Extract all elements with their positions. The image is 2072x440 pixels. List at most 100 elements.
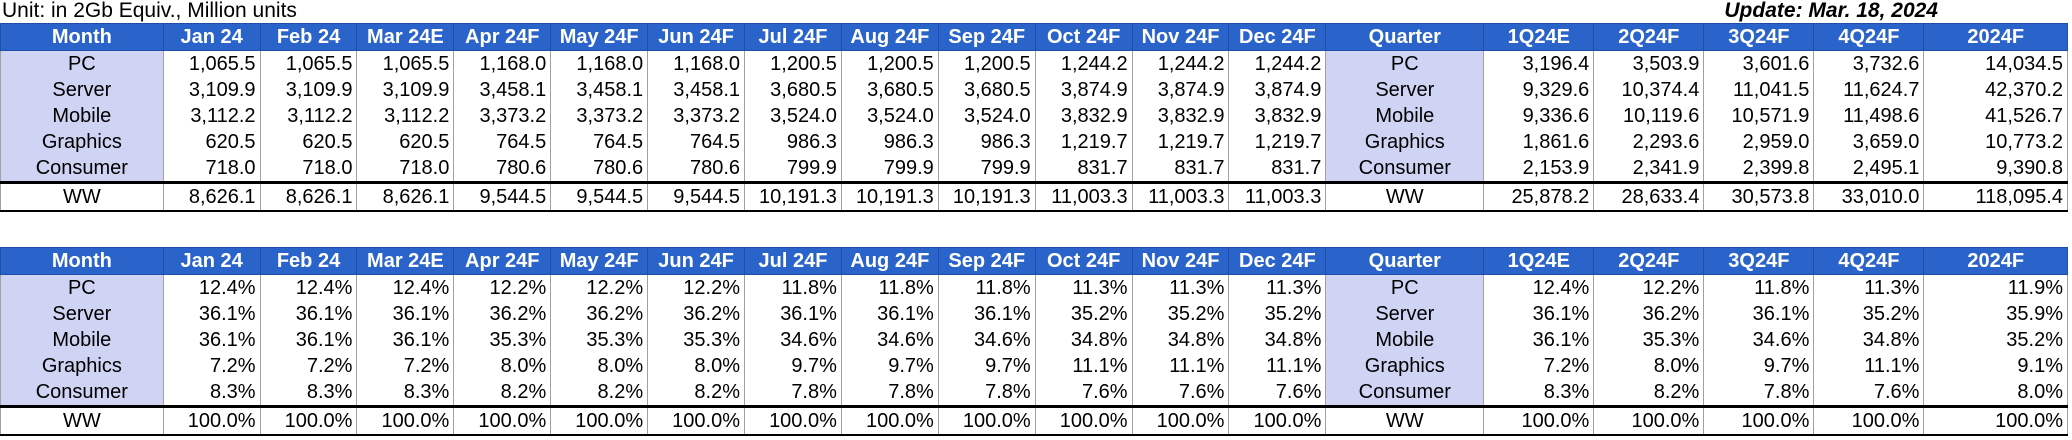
month-column-header: Aug 24F — [840, 247, 939, 275]
row-label: PC — [0, 50, 164, 77]
monthly-value-cell: 9.7% — [937, 353, 1036, 379]
monthly-value-cell: 11,003.3 — [1034, 181, 1133, 212]
row-label: Graphics — [0, 129, 164, 155]
monthly-value-cell: 9,544.5 — [453, 181, 552, 212]
monthly-value-cell: 8,626.1 — [356, 181, 455, 212]
quarterly-value-cell: 3,196.4 — [1483, 50, 1595, 77]
monthly-value-cell: 100.0% — [1034, 405, 1133, 436]
quarter-header: Quarter — [1325, 23, 1485, 51]
quarterly-value-cell: 36.1% — [1703, 301, 1815, 327]
month-column-header: Jun 24F — [647, 247, 746, 275]
row-label: WW — [0, 181, 164, 212]
table-row: Mobile 36.1% 36.1% 36.1% 35.3% 35.3% 35.3% 34.6… — [0, 327, 2068, 353]
monthly-value-cell: 1,168.0 — [550, 50, 649, 77]
monthly-value-cell: 1,219.7 — [1034, 129, 1133, 155]
monthly-value-cell: 36.1% — [356, 327, 455, 353]
monthly-value-cell: 36.1% — [259, 327, 358, 353]
monthly-value-cell: 11.1% — [1228, 353, 1327, 379]
monthly-value-cell: 11.8% — [937, 274, 1036, 301]
monthly-value-cell: 3,109.9 — [162, 77, 261, 103]
month-column-header: Jul 24F — [744, 23, 842, 51]
monthly-value-cell: 3,524.0 — [744, 103, 842, 129]
monthly-value-cell: 718.0 — [259, 155, 358, 183]
quarterly-value-cell: 41,526.7 — [1923, 103, 2068, 129]
monthly-value-cell: 100.0% — [453, 405, 552, 436]
table-row: Consumer 8.3% 8.3% 8.3% 8.2% 8.2% 8.2% 7.8% 7.8%… — [0, 379, 2068, 407]
table-row: Mobile 3,112.2 3,112.2 3,112.2 3,373.2 3,373.… — [0, 103, 2068, 129]
unit-note: Unit: in 2Gb Equiv., Million units — [2, 0, 297, 22]
quarter-header: Quarter — [1325, 247, 1485, 275]
monthly-value-cell: 7.6% — [1131, 379, 1230, 407]
monthly-value-cell: 1,244.2 — [1034, 50, 1133, 77]
monthly-value-cell: 100.0% — [744, 405, 842, 436]
monthly-value-cell: 3,373.2 — [550, 103, 649, 129]
quarterly-value-cell: 30,573.8 — [1703, 181, 1815, 212]
month-column-header: Dec 24F — [1228, 247, 1327, 275]
quarter-column-header: 2Q24F — [1593, 247, 1705, 275]
monthly-value-cell: 8.3% — [162, 379, 261, 407]
quarterly-value-cell: 9,336.6 — [1483, 103, 1595, 129]
quarterly-value-cell: 8.2% — [1593, 379, 1705, 407]
row-label: WW — [0, 405, 164, 436]
quarterly-value-cell: 11,498.6 — [1813, 103, 1925, 129]
quarterly-value-cell: 2,959.0 — [1703, 129, 1815, 155]
monthly-value-cell: 35.3% — [453, 327, 552, 353]
row-label: Mobile — [0, 103, 164, 129]
monthly-value-cell: 36.1% — [259, 301, 358, 327]
quarterly-value-cell: 7.6% — [1813, 379, 1925, 407]
monthly-value-cell: 11,003.3 — [1131, 181, 1230, 212]
monthly-value-cell: 34.8% — [1131, 327, 1230, 353]
monthly-value-cell: 620.5 — [356, 129, 455, 155]
monthly-value-cell: 9.7% — [744, 353, 842, 379]
month-column-header: Feb 24 — [259, 23, 358, 51]
month-column-header: Sep 24F — [937, 23, 1036, 51]
header-row: Month Jan 24 Feb 24 Mar 24E Apr 24F May 24F Ju… — [0, 247, 2068, 275]
row-label: Consumer — [0, 379, 164, 407]
monthly-value-cell: 36.1% — [162, 327, 261, 353]
quarterly-value-cell: 7.2% — [1483, 353, 1595, 379]
monthly-value-cell: 986.3 — [937, 129, 1036, 155]
month-column-header: Dec 24F — [1228, 23, 1327, 51]
table-row: Consumer 718.0 718.0 718.0 780.6 780.6 780.6 79… — [0, 155, 2068, 183]
quarterly-value-cell: 33,010.0 — [1813, 181, 1925, 212]
monthly-value-cell: 1,200.5 — [840, 50, 939, 77]
monthly-value-cell: 3,832.9 — [1228, 103, 1327, 129]
monthly-value-cell: 3,109.9 — [356, 77, 455, 103]
monthly-value-cell: 1,065.5 — [356, 50, 455, 77]
table-row: Server 36.1% 36.1% 36.1% 36.2% 36.2% 36.2% 36.1… — [0, 301, 2068, 327]
quarterly-value-cell: 3,503.9 — [1593, 50, 1705, 77]
month-column-header: Apr 24F — [453, 23, 552, 51]
quarterly-value-cell: 9,329.6 — [1483, 77, 1595, 103]
monthly-value-cell: 7.8% — [840, 379, 939, 407]
monthly-value-cell: 1,200.5 — [744, 50, 842, 77]
quarter-row-label: Mobile — [1325, 103, 1485, 129]
monthly-value-cell: 10,191.3 — [840, 181, 939, 212]
monthly-value-cell: 3,680.5 — [937, 77, 1036, 103]
month-column-header: Apr 24F — [453, 247, 552, 275]
monthly-value-cell: 718.0 — [162, 155, 261, 183]
quarterly-value-cell: 34.6% — [1703, 327, 1815, 353]
month-column-header: Mar 24E — [356, 247, 455, 275]
quarter-row-label: Server — [1325, 77, 1485, 103]
monthly-value-cell: 11,003.3 — [1228, 181, 1327, 212]
monthly-value-cell: 986.3 — [744, 129, 842, 155]
quarter-column-header: 4Q24F — [1813, 23, 1925, 51]
month-header: Month — [0, 23, 164, 51]
monthly-value-cell: 34.8% — [1228, 327, 1327, 353]
monthly-value-cell: 7.8% — [937, 379, 1036, 407]
month-column-header: Jul 24F — [744, 247, 842, 275]
monthly-value-cell: 9,544.5 — [550, 181, 649, 212]
monthly-value-cell: 3,458.1 — [453, 77, 552, 103]
monthly-value-cell: 100.0% — [259, 405, 358, 436]
quarterly-value-cell: 14,034.5 — [1923, 50, 2068, 77]
row-label: Server — [0, 77, 164, 103]
monthly-value-cell: 35.3% — [647, 327, 746, 353]
monthly-value-cell: 12.4% — [356, 274, 455, 301]
monthly-value-cell: 764.5 — [647, 129, 746, 155]
quarterly-value-cell: 8.0% — [1923, 379, 2068, 407]
table-row: Server 3,109.9 3,109.9 3,109.9 3,458.1 3,458.… — [0, 77, 2068, 103]
quarterly-value-cell: 10,119.6 — [1593, 103, 1705, 129]
quarter-row-label: Server — [1325, 301, 1485, 327]
monthly-value-cell: 100.0% — [162, 405, 261, 436]
monthly-value-cell: 7.6% — [1034, 379, 1133, 407]
